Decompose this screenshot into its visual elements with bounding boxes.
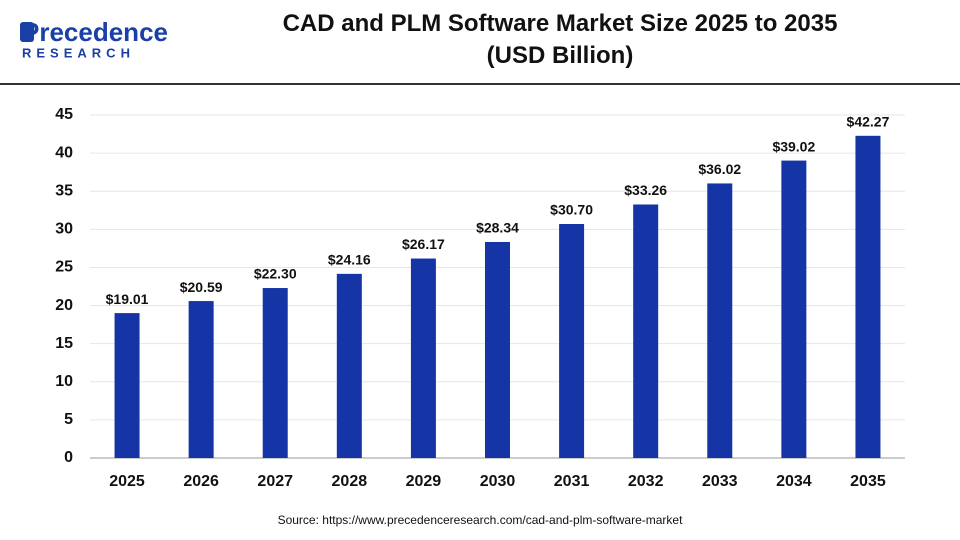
bar [707,183,733,458]
bar [633,204,659,458]
x-tick-label: 2029 [406,473,442,490]
bar [262,288,288,458]
chart-title: CAD and PLM Software Market Size 2025 to… [282,10,838,69]
x-tick-label: 2034 [776,473,812,490]
value-label: $20.59 [180,279,223,295]
bar [855,135,881,459]
y-tick-label: 40 [55,144,73,161]
x-tick-label: 2035 [850,473,886,490]
source: Source: https://www.precedenceresearch.c… [278,513,683,527]
value-label: $26.17 [402,236,445,252]
x-tick-label: 2030 [480,473,516,490]
logo-icon [20,22,34,42]
x-tick-label: 2026 [183,473,219,490]
logo-tagline: RESEARCH [22,45,135,60]
x-tick-label: 2032 [628,473,664,490]
value-label: $24.16 [328,252,371,268]
y-tick-label: 30 [55,221,73,238]
value-label: $28.34 [476,220,519,236]
bar [336,273,362,458]
value-label: $22.30 [254,266,297,282]
x-tick-label: 2028 [332,473,368,490]
y-tick-label: 5 [64,411,73,428]
bar [559,223,585,458]
value-label: $30.70 [550,202,593,218]
y-tick-label: 25 [55,259,73,276]
x-tick-label: 2027 [257,473,293,490]
value-label: $33.26 [624,182,667,198]
x-tick-label: 2031 [554,473,590,490]
y-tick-label: 10 [55,373,73,390]
bar [410,258,436,458]
x-tick-label: 2033 [702,473,738,490]
y-tick-label: 15 [55,335,73,352]
value-label: $19.01 [106,291,149,307]
value-label: $39.02 [772,138,815,154]
y-tick-label: 35 [55,182,73,199]
bar [781,160,807,459]
bar [485,241,510,458]
value-label: $36.02 [698,161,741,177]
y-tick-label: 0 [64,449,73,466]
bar [188,301,214,458]
value-label: $42.27 [847,114,890,130]
y-tick-label: 20 [55,297,73,314]
bar [114,313,140,458]
logo-name: Precedence [22,17,168,47]
y-tick-label: 45 [55,106,73,123]
x-tick-label: 2025 [109,473,145,490]
